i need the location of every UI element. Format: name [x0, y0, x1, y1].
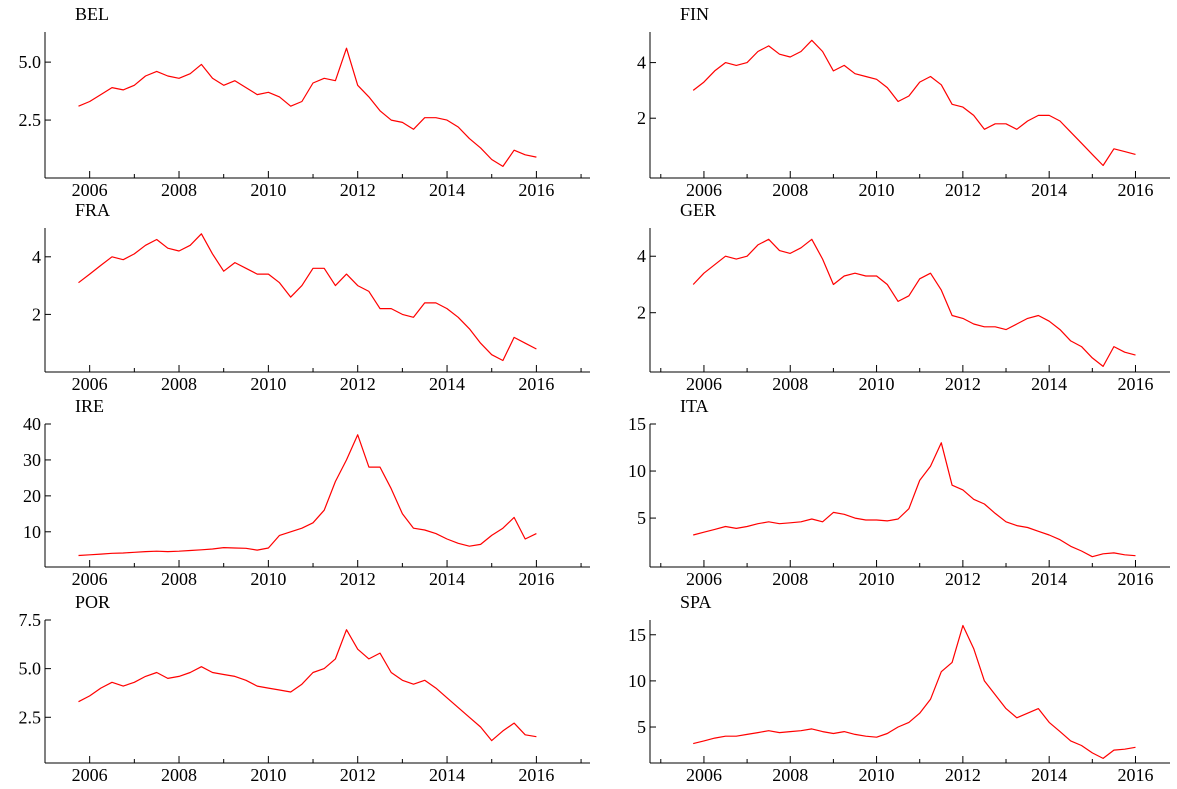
x-tick-label: 2016 — [1117, 374, 1153, 394]
y-tick-label: 10 — [628, 671, 646, 691]
panel: FRA 2 4 2006 2008 2010 2012 2014 2016 — [32, 200, 590, 394]
x-tick-label: 2014 — [1031, 765, 1067, 785]
x-tick-label: 2010 — [250, 374, 286, 394]
x-tick-label: 2016 — [518, 569, 554, 589]
x-tick-label: 2012 — [340, 569, 376, 589]
x-tick-label: 2008 — [772, 569, 808, 589]
x-tick-label: 2006 — [72, 569, 108, 589]
x-tick-label: 2012 — [340, 180, 376, 200]
x-tick-label: 2010 — [859, 180, 895, 200]
panel: BEL 2.5 5.0 2006 2008 2010 2012 2014 2016 — [19, 4, 590, 200]
panel-title: FRA — [75, 200, 110, 220]
panel: GER 2 4 2006 2008 2010 2012 2014 2016 — [637, 200, 1170, 394]
panel-title: GER — [680, 200, 716, 220]
x-tick-label: 2006 — [72, 180, 108, 200]
x-tick-label: 2012 — [340, 374, 376, 394]
x-tick-label: 2016 — [518, 374, 554, 394]
x-tick-label: 2010 — [250, 569, 286, 589]
y-tick-label: 5 — [637, 717, 646, 737]
x-tick-label: 2006 — [72, 765, 108, 785]
x-tick-label: 2012 — [945, 180, 981, 200]
data-line — [693, 442, 1136, 558]
x-tick-label: 2008 — [772, 765, 808, 785]
y-tick-label: 2 — [637, 108, 646, 128]
x-tick-label: 2008 — [161, 765, 197, 785]
x-tick-label: 2016 — [518, 765, 554, 785]
x-tick-label: 2008 — [161, 374, 197, 394]
data-line — [78, 47, 537, 167]
y-tick-label: 15 — [628, 625, 646, 645]
y-tick-label: 5.0 — [19, 52, 42, 72]
panel-title: ITA — [680, 396, 709, 416]
y-tick-label: 5 — [637, 508, 646, 528]
y-tick-label: 2.5 — [19, 110, 42, 130]
x-tick-label: 2012 — [945, 569, 981, 589]
data-line — [78, 233, 537, 362]
x-tick-label: 2014 — [1031, 374, 1067, 394]
data-line — [692, 238, 1136, 367]
x-tick-label: 2006 — [686, 374, 722, 394]
y-tick-label: 40 — [23, 414, 41, 434]
y-tick-label: 4 — [32, 247, 41, 267]
panel-title: POR — [75, 592, 110, 612]
x-tick-label: 2008 — [161, 180, 197, 200]
x-tick-label: 2006 — [686, 569, 722, 589]
panel: ITA 5 10 15 2006 2008 2010 2012 2014 2016 — [628, 396, 1170, 589]
x-tick-label: 2014 — [1031, 569, 1067, 589]
x-tick-label: 2008 — [772, 374, 808, 394]
panel: FIN 2 4 2006 2008 2010 2012 2014 2016 — [637, 4, 1170, 200]
panel-title: SPA — [680, 592, 711, 612]
x-tick-label: 2014 — [429, 765, 465, 785]
x-tick-label: 2016 — [1117, 765, 1153, 785]
y-tick-label: 4 — [637, 246, 646, 266]
y-tick-label: 2 — [637, 303, 646, 323]
x-tick-label: 2016 — [1117, 180, 1153, 200]
data-line — [78, 434, 537, 557]
y-tick-label: 7.5 — [19, 610, 42, 630]
x-tick-label: 2010 — [250, 765, 286, 785]
panel: POR 2.5 5.0 7.5 2006 2008 2010 2012 2014 2016 — [19, 592, 590, 785]
x-tick-label: 2014 — [429, 180, 465, 200]
y-tick-label: 2 — [32, 304, 41, 324]
x-tick-label: 2014 — [429, 374, 465, 394]
x-tick-label: 2016 — [1117, 569, 1153, 589]
x-tick-label: 2010 — [859, 569, 895, 589]
panel-title: FIN — [680, 4, 709, 24]
x-tick-label: 2012 — [945, 765, 981, 785]
x-tick-label: 2010 — [859, 765, 895, 785]
panel-title: IRE — [75, 396, 104, 416]
y-tick-label: 10 — [23, 522, 41, 542]
panel: SPA 5 10 15 2006 2008 2010 2012 2014 2016 — [628, 592, 1170, 785]
data-line — [693, 624, 1136, 759]
x-tick-label: 2012 — [340, 765, 376, 785]
data-line — [78, 629, 537, 742]
y-tick-label: 30 — [23, 450, 41, 470]
y-tick-label: 10 — [628, 461, 646, 481]
y-tick-label: 2.5 — [19, 707, 42, 727]
x-tick-label: 2006 — [686, 765, 722, 785]
y-tick-label: 4 — [637, 53, 646, 73]
panel-title: BEL — [75, 4, 109, 24]
x-tick-label: 2010 — [250, 180, 286, 200]
x-tick-label: 2010 — [859, 374, 895, 394]
x-tick-label: 2008 — [772, 180, 808, 200]
x-tick-label: 2012 — [945, 374, 981, 394]
x-tick-label: 2016 — [518, 180, 554, 200]
x-tick-label: 2008 — [161, 569, 197, 589]
panel: IRE 10 20 30 40 2006 2008 2010 2012 2014 2016 — [23, 396, 590, 589]
y-tick-label: 15 — [628, 414, 646, 434]
x-tick-label: 2014 — [429, 569, 465, 589]
y-tick-label: 5.0 — [19, 659, 42, 679]
y-tick-label: 20 — [23, 486, 41, 506]
x-tick-label: 2006 — [72, 374, 108, 394]
x-tick-label: 2014 — [1031, 180, 1067, 200]
x-tick-label: 2006 — [686, 180, 722, 200]
data-line — [692, 39, 1136, 167]
